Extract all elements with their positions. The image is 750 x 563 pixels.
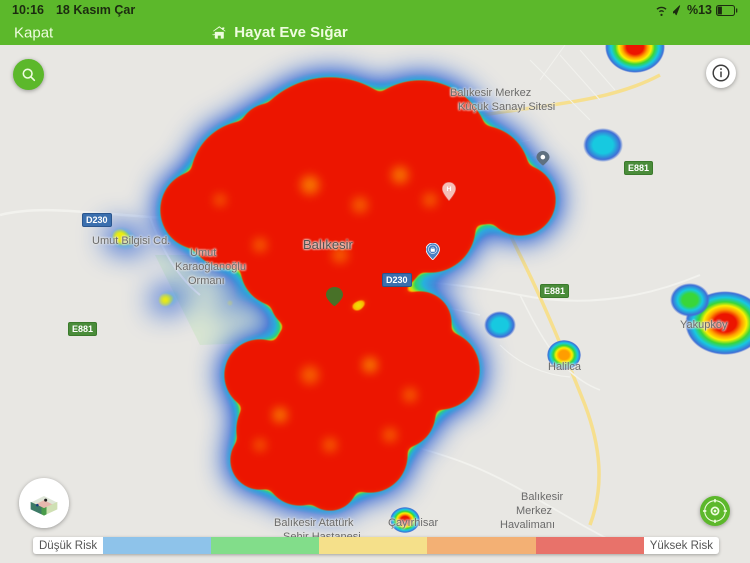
svg-text:H: H (446, 186, 451, 193)
